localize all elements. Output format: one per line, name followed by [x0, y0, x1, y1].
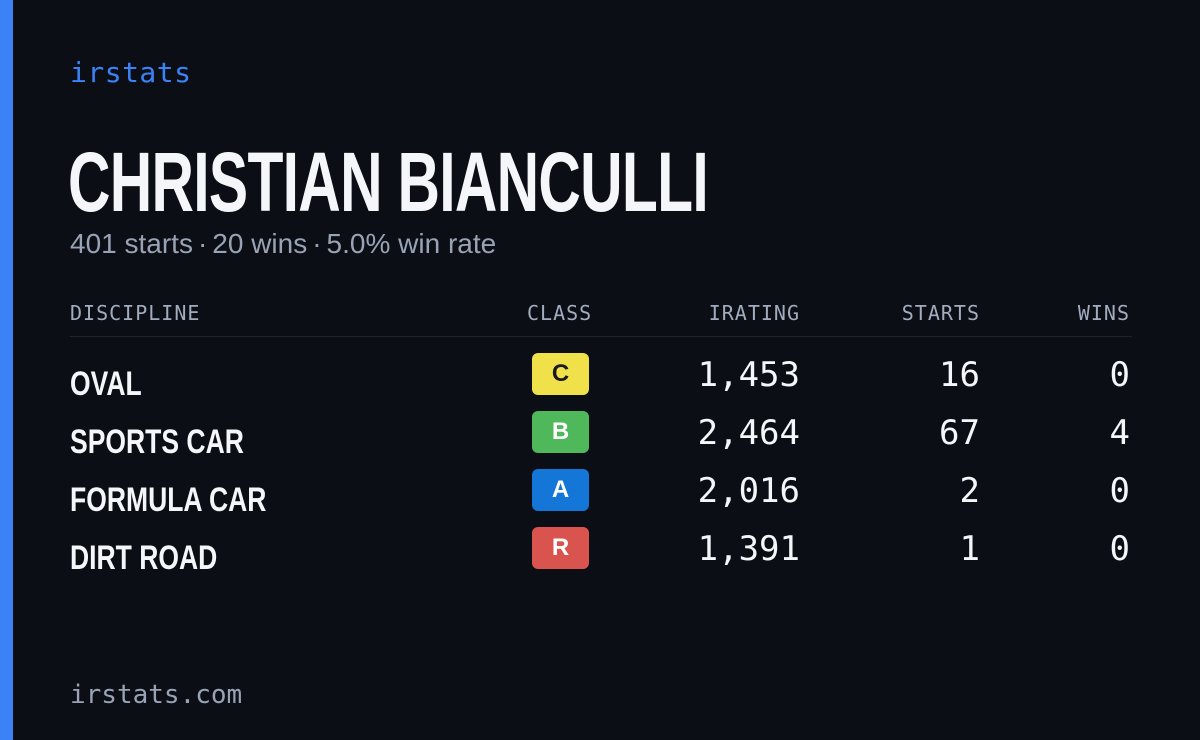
summary-separator: · [197, 228, 208, 259]
table-header: DISCIPLINE CLASS IRATING STARTS WINS [70, 300, 1132, 337]
table-row: SPORTS CAR B 2,464 67 4 [70, 411, 1132, 469]
player-name: CHRISTIAN BIANCULLI [68, 135, 709, 229]
header-discipline: DISCIPLINE [70, 301, 201, 325]
irating-value: 2,016 [697, 471, 800, 511]
irating-value: 1,453 [697, 355, 800, 395]
table-row: DIRT ROAD R 1,391 1 0 [70, 527, 1132, 585]
summary-starts: 401 starts [70, 228, 193, 259]
starts-value: 67 [939, 413, 980, 453]
summary-wins: 20 wins [212, 228, 308, 259]
starts-value: 2 [959, 471, 980, 511]
starts-value: 16 [939, 355, 980, 395]
summary-winrate: 5.0% win rate [326, 228, 497, 259]
class-badge: B [532, 411, 589, 453]
header-class: CLASS [527, 301, 593, 325]
stats-table: DISCIPLINE CLASS IRATING STARTS WINS OVA… [70, 300, 1132, 585]
starts-value: 1 [959, 529, 980, 569]
class-badge: R [532, 527, 589, 569]
class-badge: A [532, 469, 589, 511]
wins-value: 0 [1109, 471, 1130, 511]
irating-value: 1,391 [697, 529, 800, 569]
wins-value: 0 [1109, 529, 1130, 569]
class-badge: C [532, 353, 589, 395]
header-wins: WINS [1077, 301, 1130, 325]
header-irating: IRATING [708, 301, 800, 325]
player-summary: 401 starts · 20 wins · 5.0% win rate [70, 228, 496, 260]
discipline-name: FORMULA CAR [70, 481, 267, 519]
discipline-name: OVAL [70, 365, 142, 403]
header-starts: STARTS [901, 301, 980, 325]
wins-value: 0 [1109, 355, 1130, 395]
irating-value: 2,464 [697, 413, 800, 453]
accent-bar [0, 0, 13, 740]
table-body: OVAL C 1,453 16 0 SPORTS CAR B 2,464 67 … [70, 337, 1132, 585]
brand-logo-text: irstats [70, 56, 192, 89]
footer-url: irstats.com [70, 680, 243, 710]
table-row: FORMULA CAR A 2,016 2 0 [70, 469, 1132, 527]
discipline-name: SPORTS CAR [70, 423, 244, 461]
wins-value: 4 [1109, 413, 1130, 453]
discipline-name: DIRT ROAD [70, 539, 218, 577]
table-row: OVAL C 1,453 16 0 [70, 353, 1132, 411]
summary-separator: · [312, 228, 322, 259]
